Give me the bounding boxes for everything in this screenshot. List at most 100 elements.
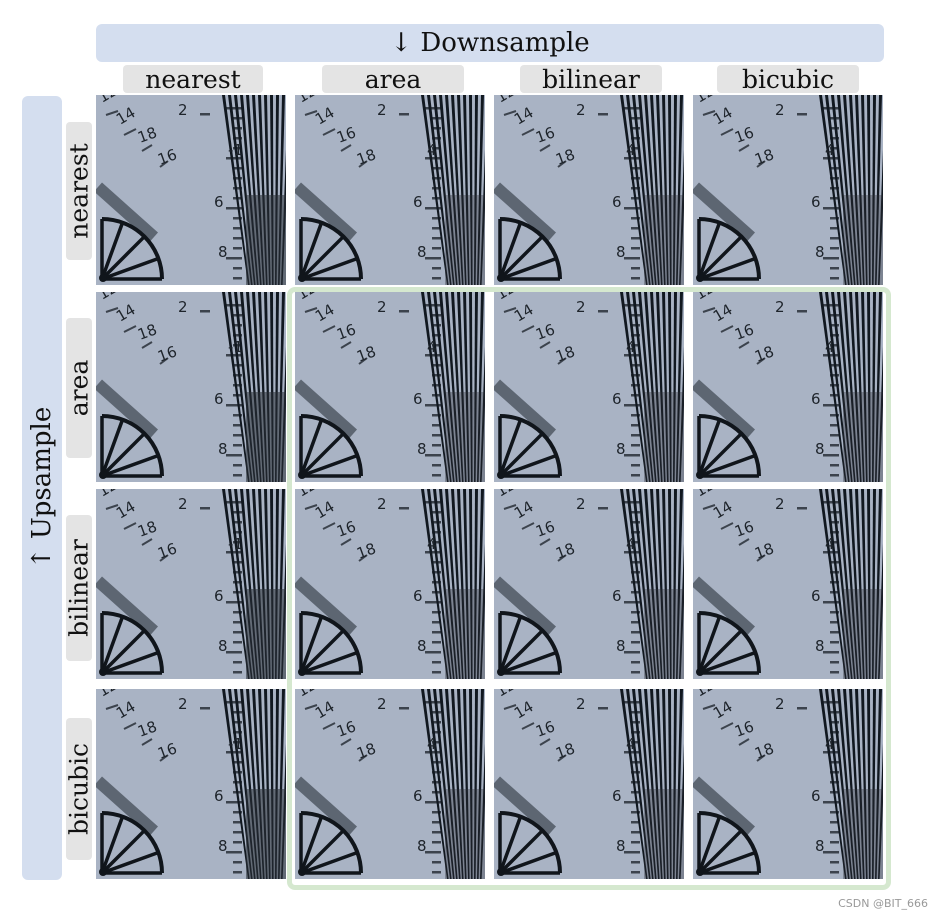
chart-numeral: 2 <box>178 695 188 713</box>
result-image-area-up-area-down: 121416182468 <box>295 292 485 482</box>
chart-numeral: 16 <box>533 517 557 540</box>
chart-numeral: 2 <box>178 101 188 119</box>
column-label-area: area <box>322 65 464 94</box>
chart-numeral: -1 <box>228 338 243 356</box>
chart-numeral: 8 <box>815 837 825 855</box>
chart-numeral: 16 <box>533 717 557 740</box>
chart-numeral: 4 <box>825 141 835 159</box>
chart-numeral: 18 <box>354 342 378 365</box>
chart-numeral: 18 <box>752 342 776 365</box>
chart-numeral: 18 <box>553 145 577 168</box>
chart-numeral: 16 <box>533 320 557 343</box>
chart-numeral: 8 <box>417 440 427 458</box>
column-label-bilinear: bilinear <box>520 65 662 94</box>
chart-numeral: -1 <box>228 535 243 553</box>
upsample-header: ↑ Upsample <box>22 96 62 880</box>
chart-numeral: 4 <box>825 338 835 356</box>
chart-numeral: 4 <box>427 735 437 753</box>
result-image-nearest-up-nearest-down: 121418162-168 <box>96 95 286 285</box>
chart-numeral: 16 <box>533 123 557 146</box>
result-image-bicubic-up-bicubic-down: 121416182468 <box>693 689 883 879</box>
chart-numeral: 16 <box>334 717 358 740</box>
chart-numeral: -1 <box>228 141 243 159</box>
chart-numeral: 18 <box>553 739 577 762</box>
result-image-nearest-up-bilinear-down: 121416182468 <box>494 95 684 285</box>
chart-numeral: 2 <box>576 495 586 513</box>
chart-numeral: 8 <box>616 440 626 458</box>
chart-numeral: 6 <box>811 390 821 408</box>
chart-numeral: 8 <box>616 243 626 261</box>
chart-numeral: 4 <box>626 735 636 753</box>
chart-numeral: 16 <box>732 320 756 343</box>
column-label-nearest: nearest <box>123 65 263 94</box>
chart-numeral: 12 <box>693 95 718 106</box>
chart-numeral: 12 <box>295 689 320 700</box>
chart-numeral: 12 <box>96 689 121 700</box>
chart-numeral: 6 <box>612 390 622 408</box>
chart-numeral: 2 <box>576 298 586 316</box>
chart-numeral: -1 <box>228 735 243 753</box>
chart-numeral: 12 <box>295 95 320 106</box>
chart-numeral: 4 <box>626 338 636 356</box>
chart-numeral: 12 <box>494 689 519 700</box>
chart-numeral: 16 <box>334 123 358 146</box>
chart-numeral: 6 <box>413 587 423 605</box>
chart-numeral: 2 <box>377 495 387 513</box>
chart-numeral: 12 <box>693 689 718 700</box>
row-label-nearest: nearest <box>65 122 94 260</box>
chart-numeral: 16 <box>334 320 358 343</box>
chart-numeral: 18 <box>553 342 577 365</box>
chart-numeral: 18 <box>553 539 577 562</box>
downsample-header: ↓ Downsample <box>96 24 884 62</box>
result-image-area-up-nearest-down: 121418162-168 <box>96 292 286 482</box>
chart-numeral: 2 <box>178 298 188 316</box>
chart-numeral: 8 <box>417 243 427 261</box>
chart-numeral: 6 <box>214 787 224 805</box>
chart-numeral: 8 <box>218 243 228 261</box>
chart-numeral: 18 <box>135 717 159 740</box>
downsample-label: ↓ Downsample <box>390 28 590 58</box>
chart-numeral: 12 <box>295 292 320 303</box>
chart-numeral: 6 <box>811 587 821 605</box>
chart-numeral: 2 <box>377 298 387 316</box>
chart-numeral: 12 <box>693 292 718 303</box>
chart-numeral: 18 <box>752 145 776 168</box>
chart-numeral: 4 <box>825 735 835 753</box>
row-label-area: area <box>65 318 94 458</box>
chart-numeral: 6 <box>214 193 224 211</box>
chart-numeral: 16 <box>334 517 358 540</box>
chart-numeral: 2 <box>775 101 785 119</box>
chart-numeral: 18 <box>135 123 159 146</box>
chart-numeral: 2 <box>178 495 188 513</box>
chart-numeral: 18 <box>135 320 159 343</box>
chart-numeral: 16 <box>155 145 179 168</box>
chart-numeral: 18 <box>752 539 776 562</box>
result-image-bilinear-up-bicubic-down: 121416182468 <box>693 489 883 679</box>
chart-numeral: 16 <box>732 517 756 540</box>
chart-numeral: 2 <box>576 695 586 713</box>
result-image-bilinear-up-nearest-down: 121418162-168 <box>96 489 286 679</box>
result-image-area-up-bilinear-down: 121416182468 <box>494 292 684 482</box>
chart-numeral: 2 <box>775 495 785 513</box>
upsample-label: ↑ Upsample <box>27 406 57 570</box>
chart-numeral: 18 <box>354 539 378 562</box>
chart-numeral: 2 <box>377 101 387 119</box>
chart-numeral: 4 <box>427 338 437 356</box>
chart-numeral: 6 <box>612 193 622 211</box>
chart-numeral: 6 <box>214 390 224 408</box>
chart-numeral: 6 <box>413 390 423 408</box>
result-image-nearest-up-bicubic-down: 121416182468 <box>693 95 883 285</box>
chart-numeral: 12 <box>494 489 519 500</box>
result-image-bicubic-up-bilinear-down: 121416182468 <box>494 689 684 879</box>
chart-numeral: 8 <box>815 637 825 655</box>
chart-numeral: 16 <box>155 739 179 762</box>
chart-numeral: 12 <box>96 95 121 106</box>
chart-numeral: 16 <box>155 342 179 365</box>
chart-numeral: 2 <box>775 695 785 713</box>
chart-numeral: 4 <box>825 535 835 553</box>
chart-numeral: 8 <box>417 637 427 655</box>
chart-numeral: 4 <box>427 535 437 553</box>
highlight-region <box>287 287 891 890</box>
chart-numeral: 8 <box>218 637 228 655</box>
row-label-bicubic: bicubic <box>65 718 94 860</box>
